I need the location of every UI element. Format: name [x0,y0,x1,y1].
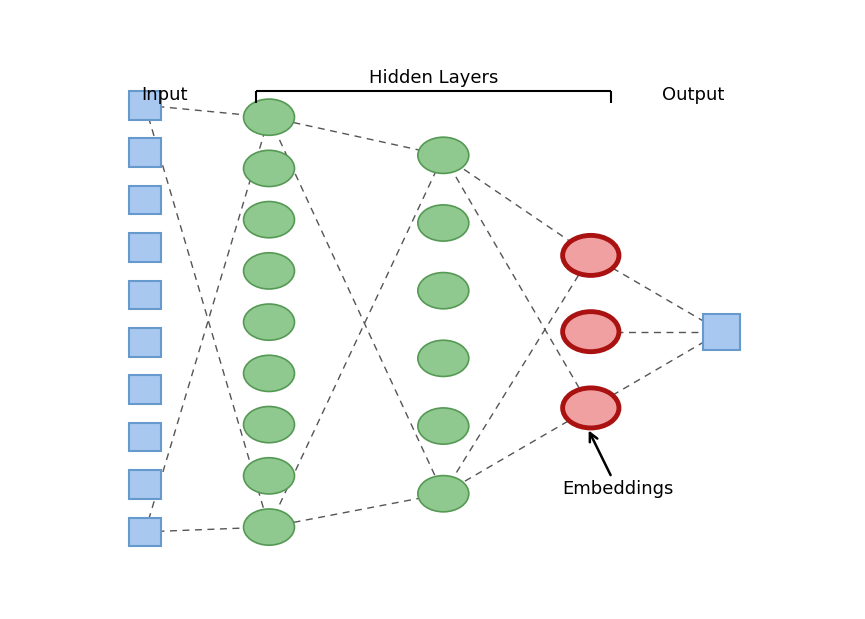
FancyBboxPatch shape [129,91,161,119]
Circle shape [244,457,294,494]
Circle shape [418,408,469,444]
FancyBboxPatch shape [129,233,161,262]
Circle shape [244,253,294,289]
Circle shape [244,202,294,238]
FancyBboxPatch shape [129,423,161,451]
FancyBboxPatch shape [129,186,161,214]
FancyBboxPatch shape [129,328,161,357]
Circle shape [244,509,294,545]
Text: Input: Input [142,86,189,104]
Circle shape [418,137,469,173]
FancyBboxPatch shape [129,280,161,309]
Circle shape [562,235,619,275]
Circle shape [418,475,469,512]
Text: Hidden Layers: Hidden Layers [368,69,498,87]
Circle shape [244,150,294,186]
Circle shape [244,355,294,391]
Text: Output: Output [663,86,725,104]
FancyBboxPatch shape [129,517,161,546]
FancyBboxPatch shape [129,139,161,167]
Circle shape [418,205,469,241]
Circle shape [418,272,469,309]
Circle shape [244,304,294,340]
FancyBboxPatch shape [703,314,740,350]
Circle shape [562,388,619,428]
Circle shape [418,340,469,376]
FancyBboxPatch shape [129,470,161,499]
FancyBboxPatch shape [129,375,161,404]
Circle shape [244,99,294,136]
Circle shape [244,407,294,443]
Circle shape [562,311,619,352]
Text: Embeddings: Embeddings [562,433,673,498]
